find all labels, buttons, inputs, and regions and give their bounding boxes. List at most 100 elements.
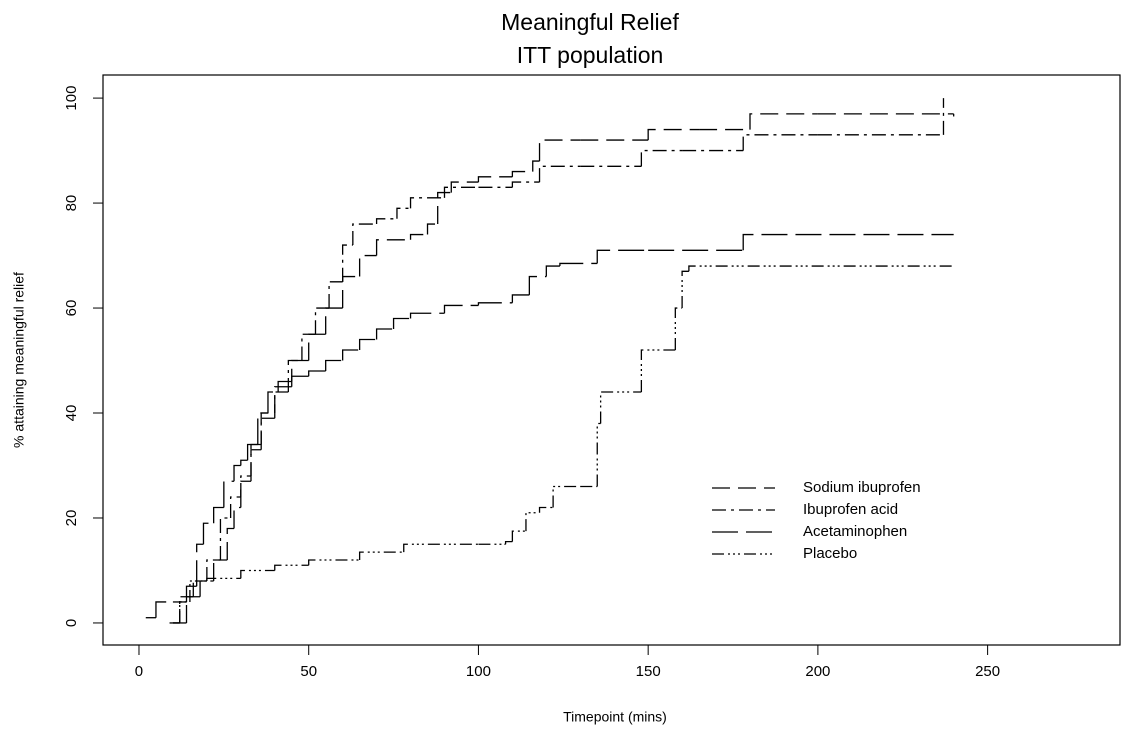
y-tick-label: 80 (63, 195, 80, 212)
step-line (674, 307, 683, 351)
step-line (528, 275, 547, 295)
step-line (477, 176, 513, 183)
step-line (291, 359, 309, 387)
step-line (202, 522, 214, 545)
step-line (308, 333, 326, 361)
step-line (314, 307, 330, 335)
step-line (596, 422, 601, 487)
step-line (277, 380, 292, 393)
legend-label: Placebo (803, 545, 857, 562)
step-line (213, 506, 224, 524)
step-line (185, 585, 197, 602)
step-line (532, 160, 540, 172)
step-line (538, 139, 581, 162)
step-line (192, 580, 207, 597)
step-line (511, 530, 526, 542)
step-line (325, 359, 343, 372)
step-line (599, 391, 642, 424)
step-line (742, 233, 954, 251)
step-line (206, 577, 241, 581)
y-tick-label: 40 (63, 405, 80, 422)
step-line (260, 417, 275, 445)
y-tick-label: 60 (63, 300, 80, 317)
step-line (240, 475, 252, 497)
x-tick-label: 250 (975, 663, 1000, 680)
x-tick-label: 200 (805, 663, 830, 680)
legend-label: Ibuprofen acid (803, 501, 898, 518)
step-line (511, 170, 533, 177)
step-line (233, 506, 241, 529)
step-line (352, 223, 377, 246)
step-line (688, 265, 954, 272)
step-line (229, 496, 241, 518)
y-axis-label: % attaining meaningful relief (11, 272, 27, 448)
y-tick-label: 100 (63, 86, 80, 111)
step-line (443, 186, 479, 198)
step-line (545, 265, 560, 277)
step-line (325, 307, 343, 335)
step-line (559, 262, 598, 267)
plot-frame (102, 74, 1121, 646)
step-line (640, 349, 676, 393)
x-tick-label: 0 (135, 663, 143, 680)
step-line (226, 527, 235, 560)
step-line (219, 517, 231, 560)
step-line (213, 559, 228, 581)
step-line (155, 601, 173, 618)
step-line (274, 391, 289, 419)
step-line (681, 270, 689, 309)
step-line (358, 338, 377, 351)
step-line (358, 551, 404, 560)
step-line (396, 207, 411, 219)
x-tick-label: 100 (466, 663, 491, 680)
step-line (437, 191, 452, 225)
step-line (233, 464, 241, 482)
step-line (596, 249, 649, 264)
step-line (250, 449, 262, 482)
step-line (409, 312, 445, 319)
y-tick-label: 20 (63, 510, 80, 527)
step-line (274, 564, 309, 571)
step-line (240, 459, 248, 466)
step-line (223, 480, 235, 508)
step-line (375, 328, 394, 340)
step-line (199, 580, 214, 597)
step-line (511, 181, 540, 188)
step-line (392, 317, 411, 330)
step-line (426, 223, 438, 235)
step-line (274, 386, 292, 414)
step-line (647, 128, 700, 141)
step-line (409, 233, 428, 240)
step-line (477, 302, 513, 306)
step-line (257, 412, 268, 445)
step-line (342, 349, 360, 361)
legend-label: Sodium ibuprofen (803, 479, 921, 496)
step-line (308, 370, 326, 377)
y-tick-label: 0 (63, 619, 80, 627)
step-line (358, 254, 377, 277)
step-line (525, 512, 540, 532)
step-line (749, 113, 818, 130)
step-line (538, 165, 581, 183)
step-line (450, 181, 479, 193)
step-line (240, 569, 275, 579)
step-line (443, 304, 479, 314)
step-line (552, 485, 581, 508)
step-line (179, 601, 190, 623)
step-line (196, 543, 204, 587)
step-line (342, 244, 353, 282)
step-line (291, 375, 309, 382)
step-line (342, 275, 360, 309)
step-line (301, 333, 316, 361)
step-line (742, 134, 818, 151)
step-line (504, 540, 513, 545)
step-line (206, 559, 221, 581)
step-line (538, 506, 554, 513)
step-line (185, 596, 201, 623)
legend-label: Acetaminophen (803, 523, 907, 540)
step-line (267, 391, 279, 414)
step-line (403, 543, 479, 553)
step-line (308, 559, 360, 566)
step-line (511, 294, 530, 303)
